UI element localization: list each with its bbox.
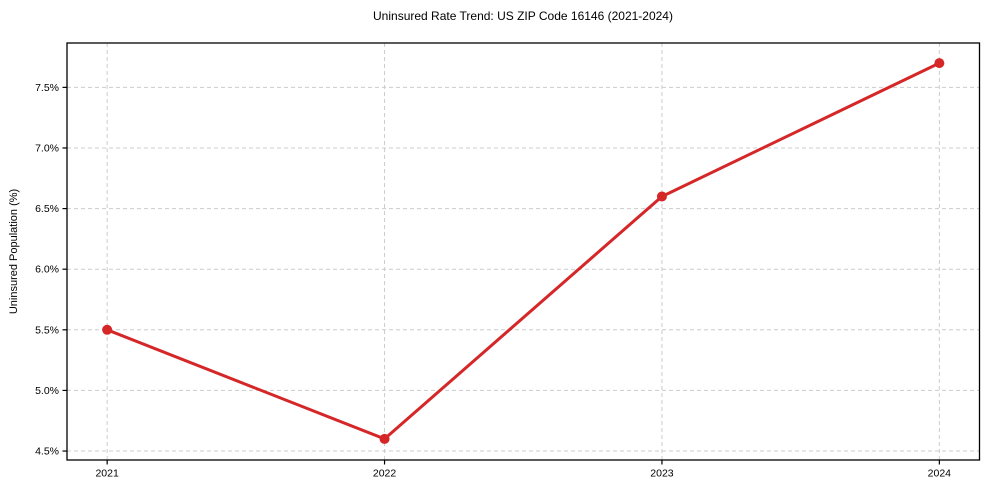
y-tick-label: 6.0% [35,264,59,276]
y-tick-label: 7.0% [35,142,59,154]
trend-line [105,61,941,441]
x-tick-label: 2022 [373,468,397,480]
y-tick-label: 5.0% [35,385,59,397]
data-point [102,324,113,335]
y-tick-label: 7.5% [35,82,59,94]
y-axis-label: Uninsured Population (%) [8,189,20,314]
axes-spines [66,42,981,461]
data-point [934,58,945,69]
plot-area: 4.5% 5.0% 5.5% 6.0% 6.5% 7.0% 7.5% 2021 2022 2023… [35,42,981,480]
x-tick-label: 2021 [95,468,119,480]
data-point [379,433,390,444]
x-tick-label: 2024 [928,468,952,480]
y-tick-label: 6.5% [35,203,59,215]
y-tick-label: 5.5% [35,324,59,336]
plot-background [67,43,980,460]
chart-title: Uninsured Rate Trend: US ZIP Code 16146 … [373,9,673,23]
y-tick-label: 4.5% [35,446,59,458]
x-tick-label: 2023 [650,468,674,480]
data-point [656,191,667,202]
